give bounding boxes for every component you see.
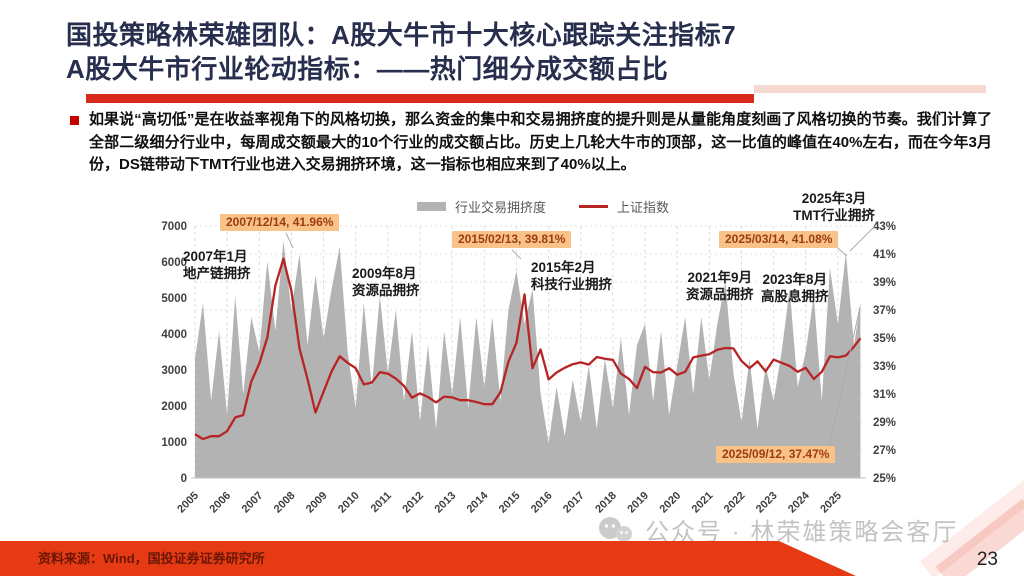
callout-2015-peak: 2015/02/13, 39.81% [452, 231, 572, 248]
wechat-icon [599, 516, 632, 542]
svg-text:2012: 2012 [400, 490, 426, 516]
svg-text:2008: 2008 [272, 490, 298, 516]
svg-text:2005: 2005 [175, 490, 201, 516]
svg-text:0: 0 [181, 473, 187, 485]
event-label-2007-property: 2007年1月 地产链拥挤 [183, 249, 251, 281]
svg-text:2015: 2015 [497, 490, 523, 516]
callout-2007-peak: 2007/12/14, 41.96% [220, 214, 340, 231]
svg-text:29%: 29% [873, 417, 896, 429]
svg-text:2016: 2016 [529, 490, 555, 516]
bullet-paragraph: 如果说“高切低”是在收益率视角下的风格切换，那么资金的集中和交易拥挤度的提升则是… [89, 111, 992, 173]
page-title-line1: 国投策略林荣雄团队：A股大牛市十大核心跟踪关注指标7 [66, 20, 737, 50]
svg-text:2006: 2006 [207, 490, 233, 516]
svg-text:33%: 33% [873, 361, 896, 373]
legend-index-swatch [579, 205, 609, 208]
legend-crowding-label: 行业交易拥挤度 [455, 200, 547, 215]
svg-text:1000: 1000 [161, 437, 187, 449]
svg-text:25%: 25% [873, 473, 896, 485]
svg-text:7000: 7000 [161, 221, 187, 233]
event-label-2023-dividend: 2023年8月 高股息拥挤 [761, 272, 829, 304]
svg-text:39%: 39% [873, 277, 896, 289]
event-label-2021-resources: 2021年9月 资源品拥挤 [686, 270, 754, 302]
page-title: 国投策略林荣雄团队：A股大牛市十大核心跟踪关注指标7 A股大牛市行业轮动指标：—… [66, 18, 736, 86]
svg-text:2014: 2014 [465, 489, 491, 515]
legend-crowding-swatch [417, 202, 446, 211]
svg-text:2009: 2009 [304, 490, 330, 516]
page-number: 23 [976, 549, 998, 570]
title-underline [86, 94, 754, 103]
source-bar [0, 541, 856, 576]
bullet-marker [70, 116, 79, 125]
svg-text:3000: 3000 [161, 365, 187, 377]
callout-2025-september-value: 2025/09/12, 37.47% [716, 446, 836, 463]
legend-index-label: 上证指数 [617, 200, 670, 215]
svg-text:2007: 2007 [240, 490, 266, 516]
svg-text:5000: 5000 [161, 293, 187, 305]
chart-legend: 行业交易拥挤度 上证指数 [417, 197, 669, 216]
event-label-2025-tmt: 2025年3月 TMT行业拥挤 [793, 191, 875, 223]
svg-text:4000: 4000 [161, 329, 187, 341]
svg-text:2013: 2013 [432, 490, 458, 516]
event-label-2009-resources: 2009年8月 资源品拥挤 [352, 266, 420, 298]
callout-2025-march-peak: 2025/03/14, 41.08% [719, 231, 839, 248]
event-label-2015-tech: 2015年2月 科技行业拥挤 [531, 260, 612, 292]
source-text: 资料来源：Wind，国投证券证券研究所 [38, 551, 265, 566]
title-underline-extension [754, 85, 986, 93]
svg-text:27%: 27% [873, 445, 896, 457]
svg-text:43%: 43% [873, 221, 896, 233]
svg-text:41%: 41% [873, 249, 896, 261]
svg-text:31%: 31% [873, 389, 896, 401]
svg-text:35%: 35% [873, 333, 896, 345]
svg-text:2010: 2010 [336, 490, 362, 516]
svg-text:2000: 2000 [161, 401, 187, 413]
svg-text:6000: 6000 [161, 257, 187, 269]
page-title-line2: A股大牛市行业轮动指标：——热门细分成交额占比 [66, 54, 669, 84]
svg-text:2011: 2011 [369, 490, 394, 515]
svg-text:2017: 2017 [561, 490, 587, 516]
svg-text:37%: 37% [873, 305, 896, 317]
